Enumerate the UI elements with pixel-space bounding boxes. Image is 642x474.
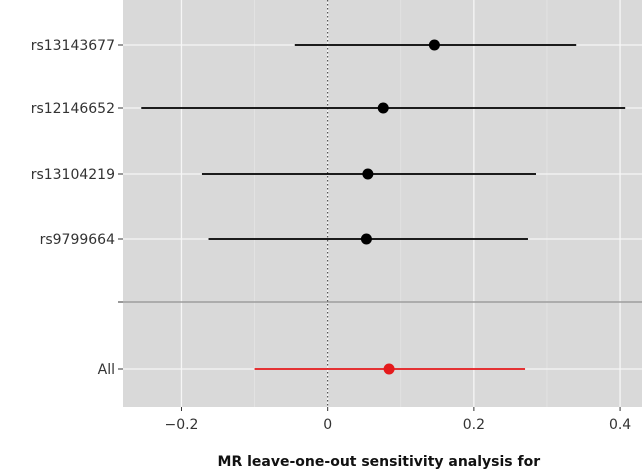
point-estimate [362, 168, 374, 180]
x-tick-label: 0.2 [463, 417, 485, 433]
x-tick-label: 0.4 [609, 417, 631, 433]
x-axis-title: MR leave-one-out sensitivity analysis fo… [218, 454, 541, 470]
y-tick-label: rs13143677 [31, 38, 115, 54]
plot-panel [123, 0, 642, 407]
x-tick-label: 0 [323, 417, 332, 433]
y-tick-label: rs9799664 [40, 232, 115, 248]
y-tick-label: All [98, 362, 115, 378]
x-tick-label: −0.2 [164, 417, 198, 433]
point-estimate [428, 39, 440, 51]
point-estimate [360, 233, 372, 245]
point-estimate [383, 363, 395, 375]
y-tick-label: rs13104219 [31, 167, 115, 183]
y-tick-label: rs12146652 [31, 101, 115, 117]
point-estimate [377, 102, 389, 114]
